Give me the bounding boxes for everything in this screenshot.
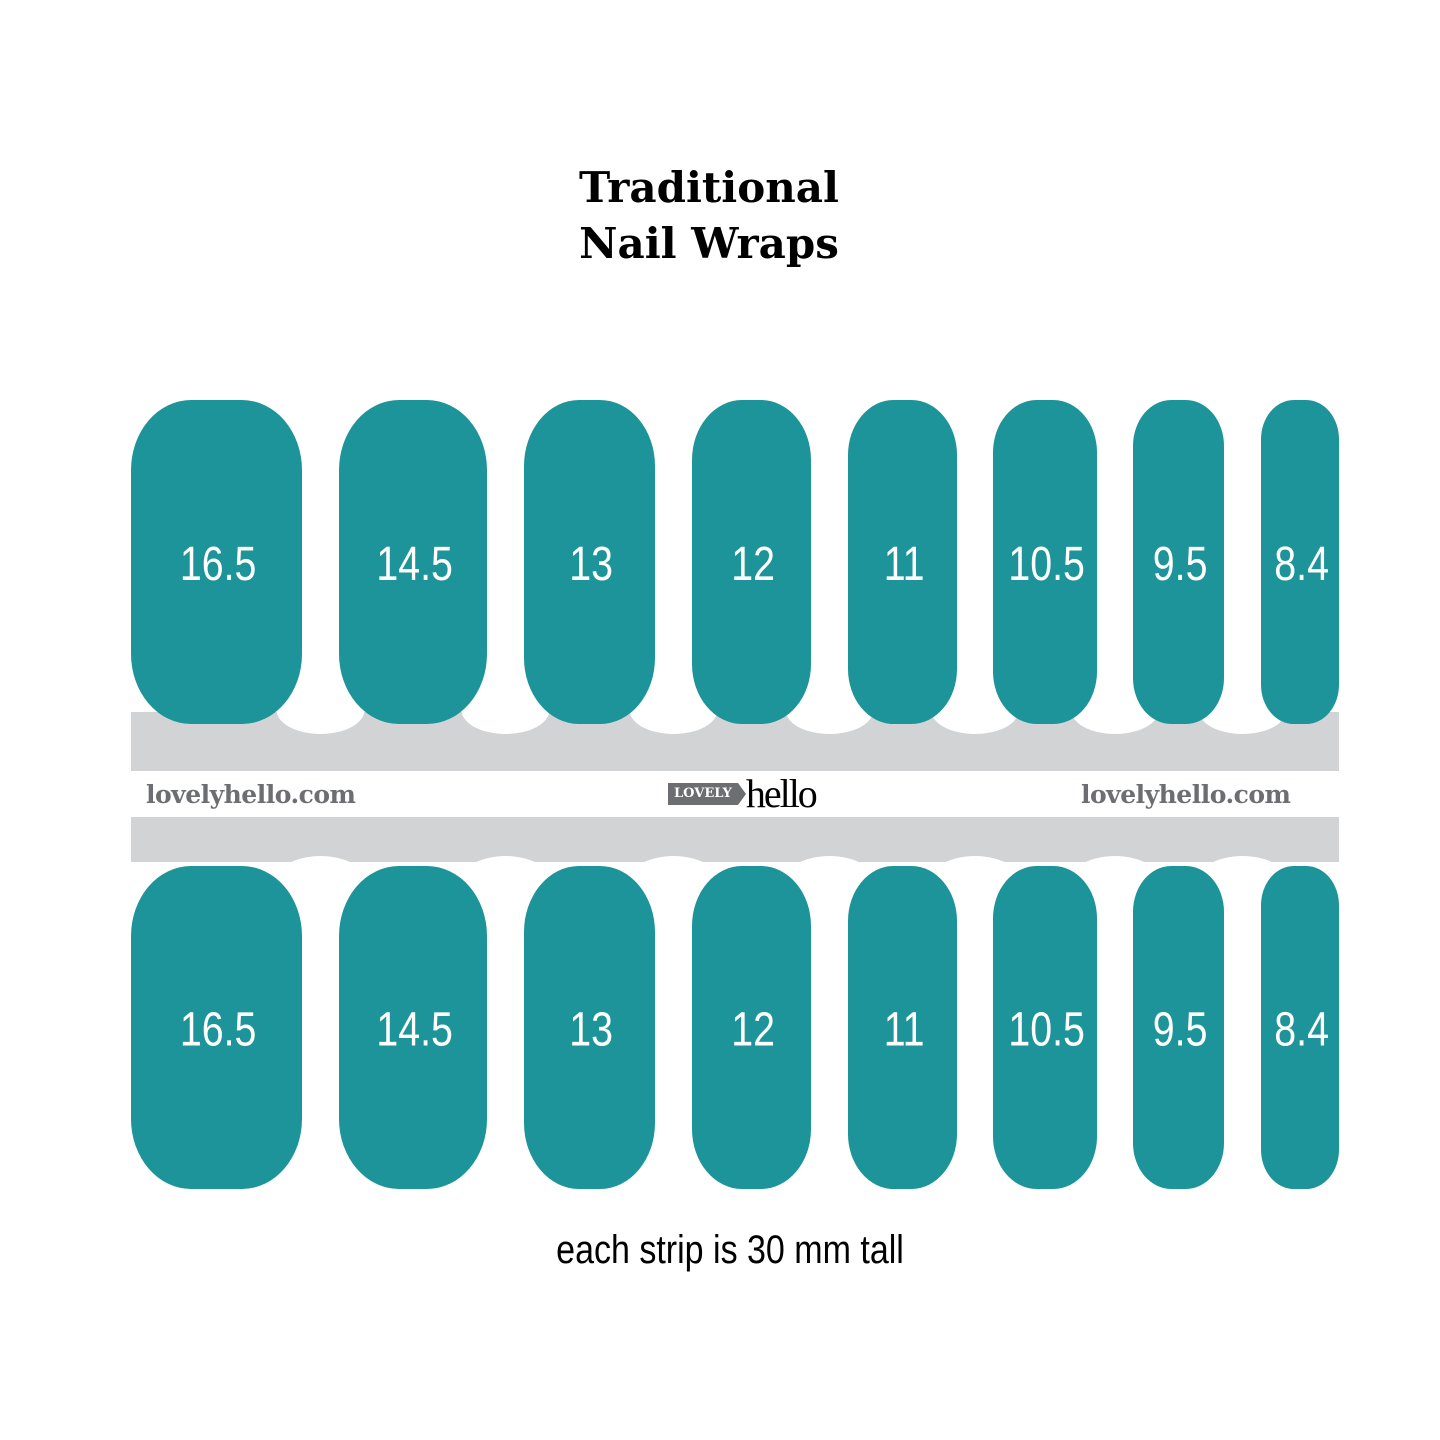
title-line-2: Nail Wraps — [579, 219, 839, 268]
top-nail-size-label: 10.5 — [1008, 537, 1085, 591]
cutout — [931, 856, 1019, 904]
top-nail — [339, 400, 487, 724]
top-nail — [131, 400, 302, 724]
cutout — [629, 686, 718, 734]
bottom-nail-size-label: 13 — [569, 1003, 613, 1057]
cutout — [931, 686, 1019, 734]
brand-logo: LOVELY hello — [668, 771, 818, 816]
top-nail-size-label: 8.4 — [1274, 537, 1329, 591]
top-nail-size-label: 14.5 — [376, 537, 453, 591]
bottom-nail — [524, 866, 655, 1189]
caption: each strip is 30 mm tall — [556, 1228, 904, 1272]
cutout — [276, 686, 365, 734]
top-nail — [1261, 400, 1339, 724]
bottom-nail-size-label: 9.5 — [1153, 1003, 1208, 1057]
top-nail-size-label: 16.5 — [180, 537, 257, 591]
bottom-nail-size-label: 10.5 — [1008, 1003, 1085, 1057]
bottom-nail-size-label: 14.5 — [376, 1003, 453, 1057]
cutout — [629, 856, 718, 904]
bottom-nail — [848, 866, 957, 1189]
cutout — [276, 856, 365, 904]
top-nail — [1133, 400, 1224, 724]
bottom-nail-size-label: 16.5 — [180, 1003, 257, 1057]
top-nail-size-label: 12 — [731, 537, 775, 591]
top-nail — [692, 400, 811, 724]
cutout — [461, 686, 550, 734]
top-nail-size-label: 9.5 — [1153, 537, 1208, 591]
top-nail — [848, 400, 957, 724]
bottom-nail — [692, 866, 811, 1189]
url-left: lovelyhello.com — [146, 780, 356, 809]
logo-word: hello — [745, 771, 818, 816]
cutout — [785, 856, 874, 904]
cutout — [461, 856, 550, 904]
bottom-nail — [993, 866, 1097, 1189]
bottom-nail — [339, 866, 487, 1189]
page-title: Traditional Nail Wraps — [0, 160, 1440, 272]
bottom-nail — [1261, 866, 1339, 1189]
logo-tag: LOVELY — [668, 783, 746, 805]
title-line-1: Traditional — [579, 163, 839, 212]
bottom-nail-size-label: 8.4 — [1274, 1003, 1329, 1057]
top-nail — [993, 400, 1097, 724]
bottom-nail-size-label: 11 — [884, 1003, 925, 1057]
top-nail-size-label: 13 — [569, 537, 613, 591]
bottom-nail — [1133, 866, 1224, 1189]
top-nail-size-label: 11 — [884, 537, 925, 591]
bottom-nail — [131, 866, 302, 1189]
cutout — [785, 686, 874, 734]
bottom-nail-size-label: 12 — [731, 1003, 775, 1057]
url-right: lovelyhello.com — [1081, 780, 1291, 809]
top-nail — [524, 400, 655, 724]
